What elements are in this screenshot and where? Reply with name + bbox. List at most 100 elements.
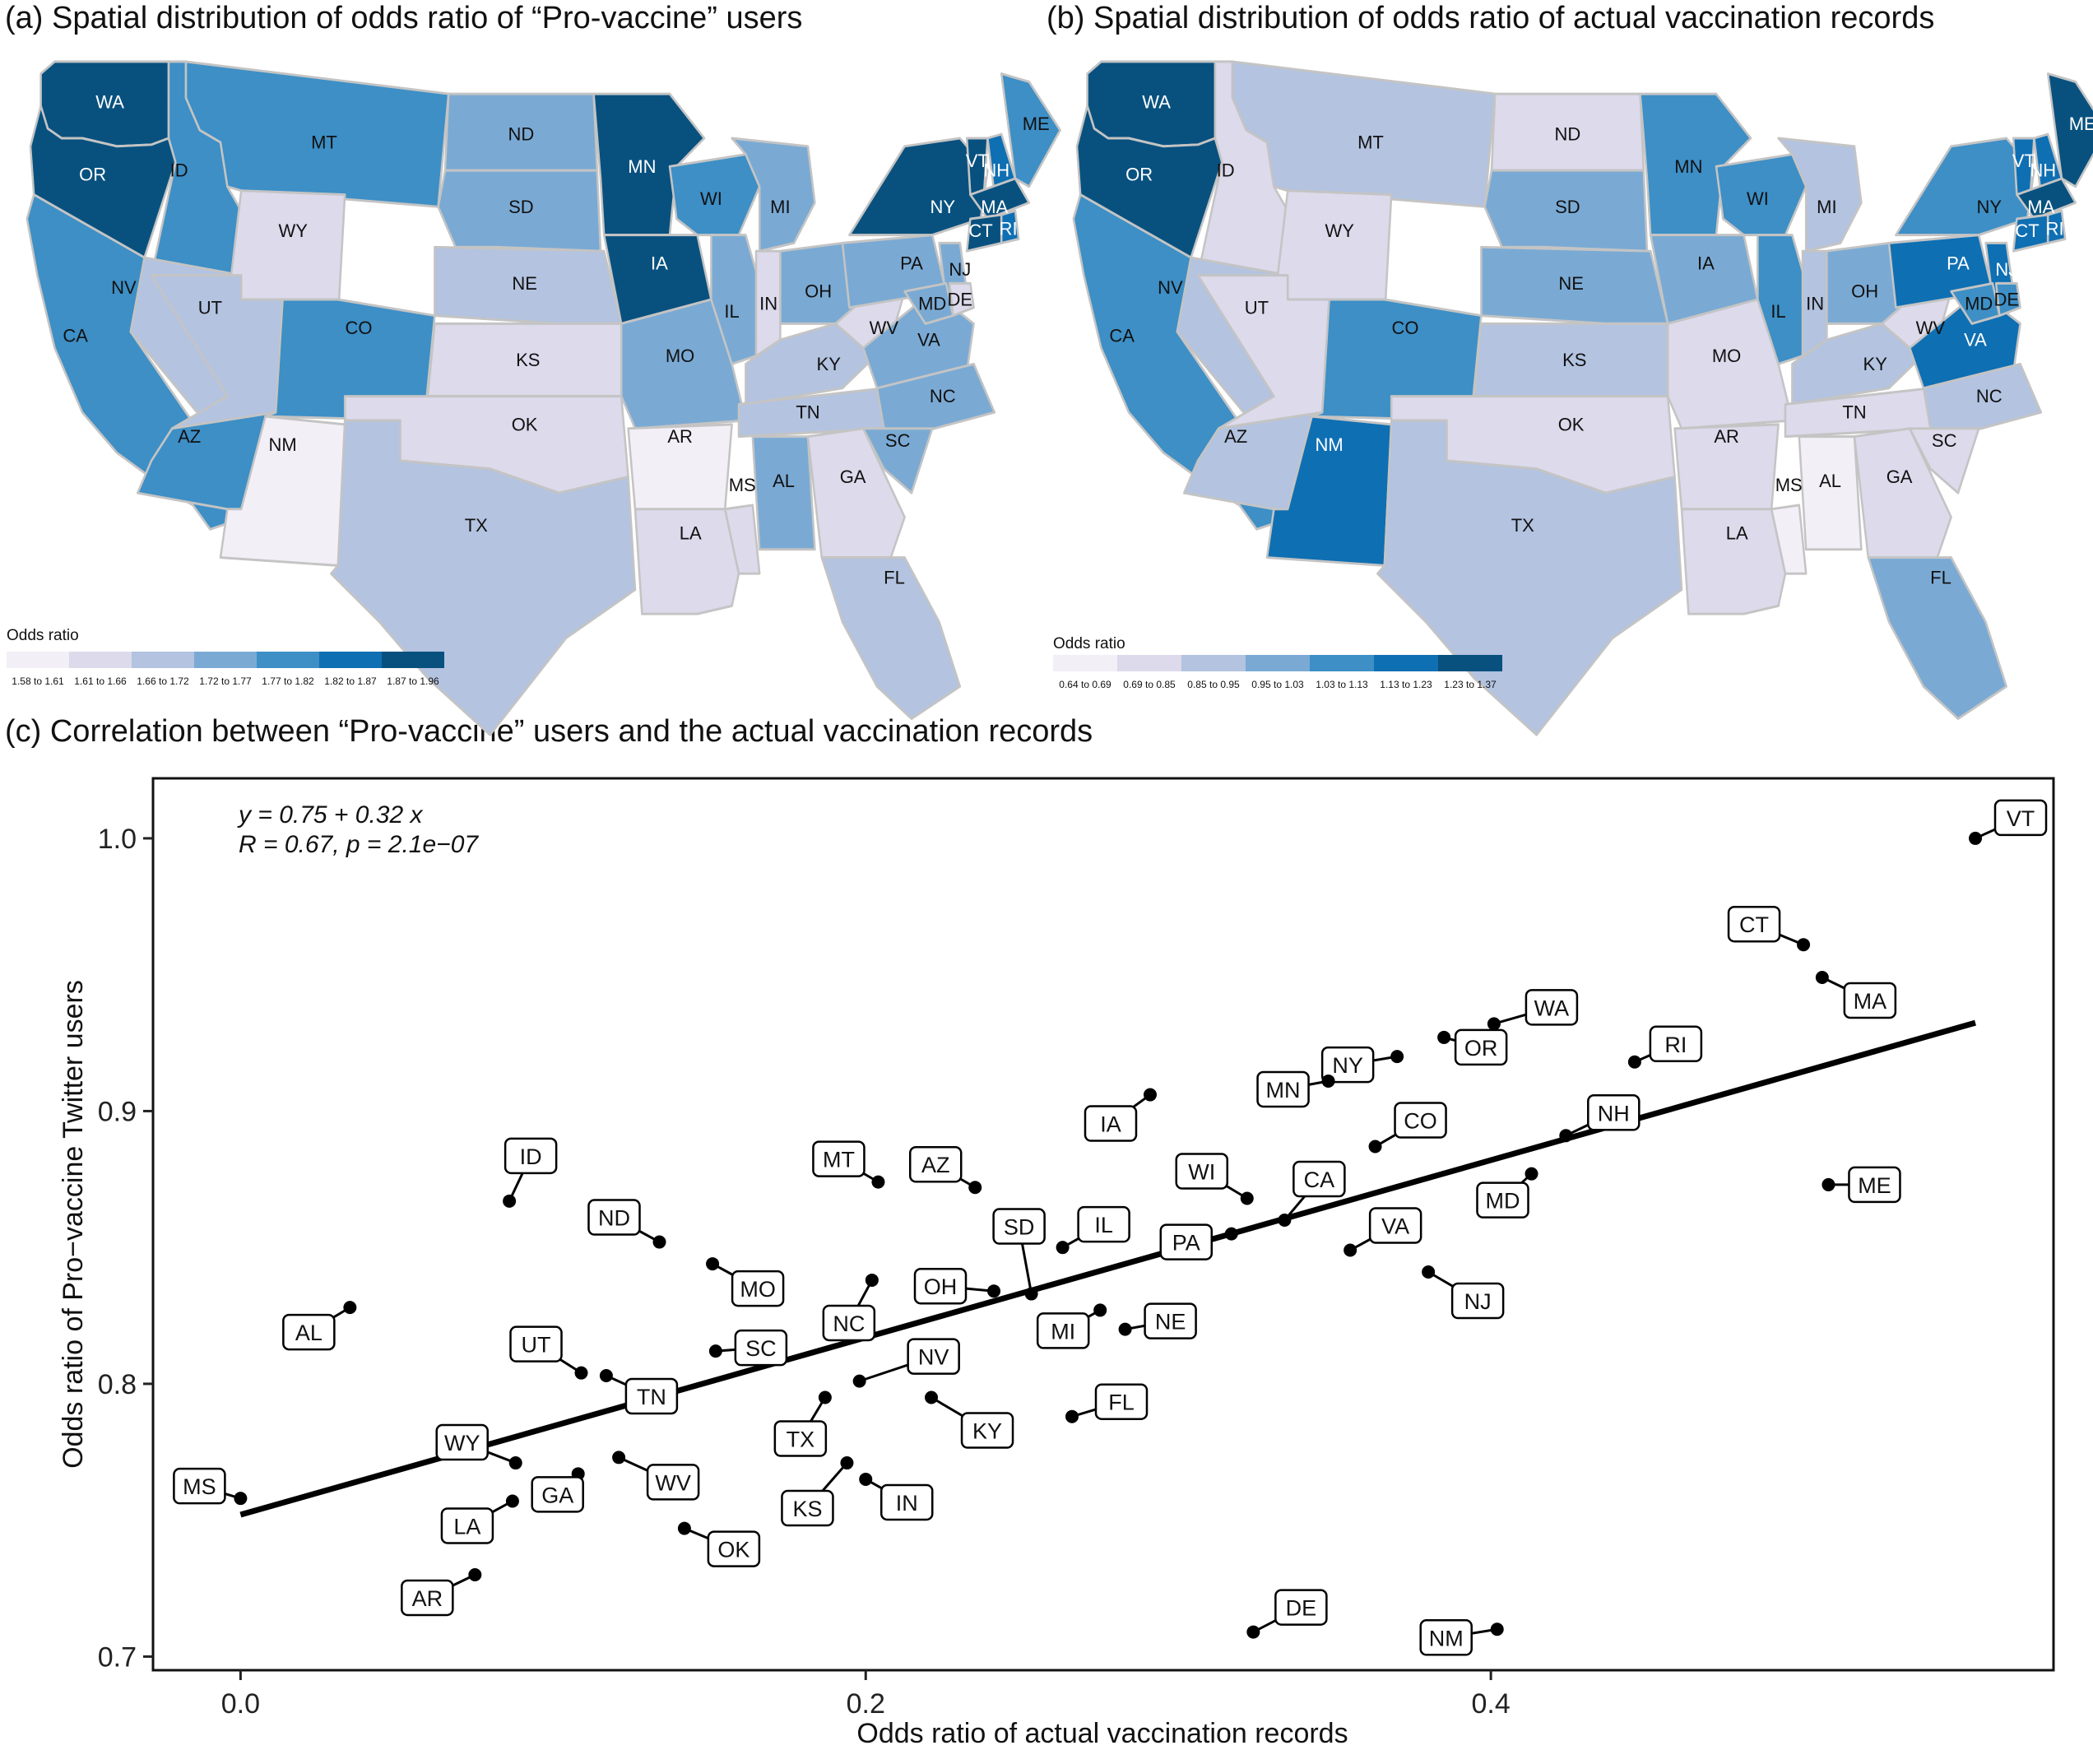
point-label-sc: SC xyxy=(745,1336,777,1361)
legend-a-swatch-1 xyxy=(69,652,132,668)
point-label-wi: WI xyxy=(1188,1160,1215,1185)
state-tx xyxy=(330,419,637,736)
state-label-sd: SD xyxy=(508,197,534,217)
panel-b-title: (b) Spatial distribution of odds ratio o… xyxy=(1046,1,1934,35)
legend-a-title: Odds ratio xyxy=(7,627,79,644)
state-label-or: OR xyxy=(1125,165,1153,185)
y-tick-label-3: 1.0 xyxy=(98,824,137,855)
point-label-md: MD xyxy=(1486,1189,1520,1214)
point-de xyxy=(1246,1625,1260,1639)
legend-a-swatch-3 xyxy=(194,652,257,668)
state-label-ga: GA xyxy=(1886,467,1913,487)
x-tick-label-1: 0.2 xyxy=(847,1688,885,1720)
state-nc xyxy=(1922,362,2043,439)
legend-b-swatch-2 xyxy=(1181,655,1246,671)
state-label-ms: MS xyxy=(1775,475,1803,495)
point-ri xyxy=(1627,1055,1641,1069)
state-label-in: IN xyxy=(759,293,777,313)
state-label-tn: TN xyxy=(796,402,819,423)
state-label-va: VA xyxy=(917,330,940,350)
legend-b-swatch-3 xyxy=(1246,655,1310,671)
label-box-wa xyxy=(1525,989,1579,1026)
point-label-in: IN xyxy=(896,1491,918,1516)
state-sd xyxy=(437,169,602,253)
state-label-nh: NH xyxy=(983,160,1009,181)
legend-b-bin-4: 1.03 to 1.13 xyxy=(1316,679,1368,690)
state-label-sc: SC xyxy=(885,430,911,451)
legend-a-bin-4: 1.77 to 1.82 xyxy=(262,675,314,687)
point-label-ia: IA xyxy=(1100,1112,1121,1137)
label-box-me xyxy=(1848,1166,1901,1204)
map-b: WA OR CA ID NV MT WY UT AZ CO NM ND SD NE KS OK TX MN IA MO… xyxy=(1072,60,2093,736)
plot-content: 0.0 0.2 0.4 0.7 0.8 0.9 1.0 VT CT MA WA OR NY MN RI IA N… xyxy=(98,799,2048,1720)
point-label-de: DE xyxy=(1286,1596,1317,1621)
state-label-mn: MN xyxy=(1674,156,1702,177)
point-wy xyxy=(508,1456,522,1470)
state-al xyxy=(1798,435,1863,551)
state-label-de: DE xyxy=(1994,290,2020,310)
label-box-wv xyxy=(646,1464,700,1501)
label-box-vt xyxy=(1993,799,2048,837)
label-box-wy xyxy=(435,1423,489,1461)
point-label-nv: NV xyxy=(918,1345,949,1370)
legend-b: Odds ratio 0.64 to 0.69 0.69 to 0.85 0.85 … xyxy=(1053,635,1502,690)
map-b-shapes xyxy=(1072,60,2093,736)
state-label-ne: NE xyxy=(1558,273,1584,294)
point-mt xyxy=(871,1175,885,1189)
point-label-oh: OH xyxy=(924,1274,958,1299)
point-label-il: IL xyxy=(1094,1213,1113,1237)
legend-b-bin-2: 0.85 to 0.95 xyxy=(1187,679,1240,690)
point-ca xyxy=(1278,1214,1292,1228)
point-label-nd: ND xyxy=(598,1206,630,1231)
point-label-mo: MO xyxy=(740,1277,776,1302)
point-ct xyxy=(1797,938,1811,952)
point-wa xyxy=(1487,1017,1501,1031)
point-sd xyxy=(1024,1287,1038,1301)
label-box-pa xyxy=(1159,1223,1214,1260)
state-mt xyxy=(1231,60,1497,208)
state-label-id: ID xyxy=(1217,160,1235,181)
point-label-ne: NE xyxy=(1155,1310,1186,1335)
state-label-ct: CT xyxy=(2015,220,2039,241)
state-label-ut: UT xyxy=(198,297,222,318)
label-box-nh xyxy=(1587,1094,1641,1131)
state-label-id: ID xyxy=(170,160,188,181)
label-box-az xyxy=(908,1145,963,1183)
point-ma xyxy=(1815,970,1829,984)
state-label-sd: SD xyxy=(1555,197,1580,217)
point-mn xyxy=(1321,1074,1335,1088)
state-label-ky: KY xyxy=(817,354,842,374)
label-box-or xyxy=(1454,1028,1508,1066)
label-box-tn xyxy=(624,1377,679,1415)
y-axis-title: Odds ratio of Pro−vaccine Twitter users xyxy=(58,980,89,1469)
label-box-nm xyxy=(1419,1619,1473,1656)
state-label-ks: KS xyxy=(1562,350,1586,370)
label-box-id xyxy=(504,1137,558,1175)
state-label-co: CO xyxy=(1392,318,1419,338)
state-label-ks: KS xyxy=(516,350,540,370)
point-nv xyxy=(852,1374,866,1388)
label-box-nd xyxy=(587,1199,641,1236)
state-label-ct: CT xyxy=(968,220,992,241)
state-ga xyxy=(806,427,906,559)
label-box-in xyxy=(880,1483,934,1521)
label-box-ct xyxy=(1727,905,1781,943)
state-label-me: ME xyxy=(1023,114,1050,134)
point-il xyxy=(1056,1241,1070,1255)
point-label-nc: NC xyxy=(833,1311,865,1336)
state-mi xyxy=(1777,137,1863,253)
legend-b-bin-1: 0.69 to 0.85 xyxy=(1123,679,1176,690)
state-mi xyxy=(731,137,816,253)
point-me xyxy=(1822,1177,1835,1191)
state-label-nc: NC xyxy=(1976,386,2003,406)
point-label-az: AZ xyxy=(921,1153,950,1177)
point-label-ma: MA xyxy=(1854,989,1887,1014)
point-mi xyxy=(1093,1303,1107,1317)
label-box-mo xyxy=(731,1270,785,1307)
state-label-la: LA xyxy=(680,523,702,544)
state-label-ny: NY xyxy=(930,197,956,217)
state-label-nc: NC xyxy=(930,386,956,406)
state-ga xyxy=(1853,427,1952,559)
point-label-tn: TN xyxy=(637,1385,666,1409)
label-box-la xyxy=(440,1507,494,1544)
